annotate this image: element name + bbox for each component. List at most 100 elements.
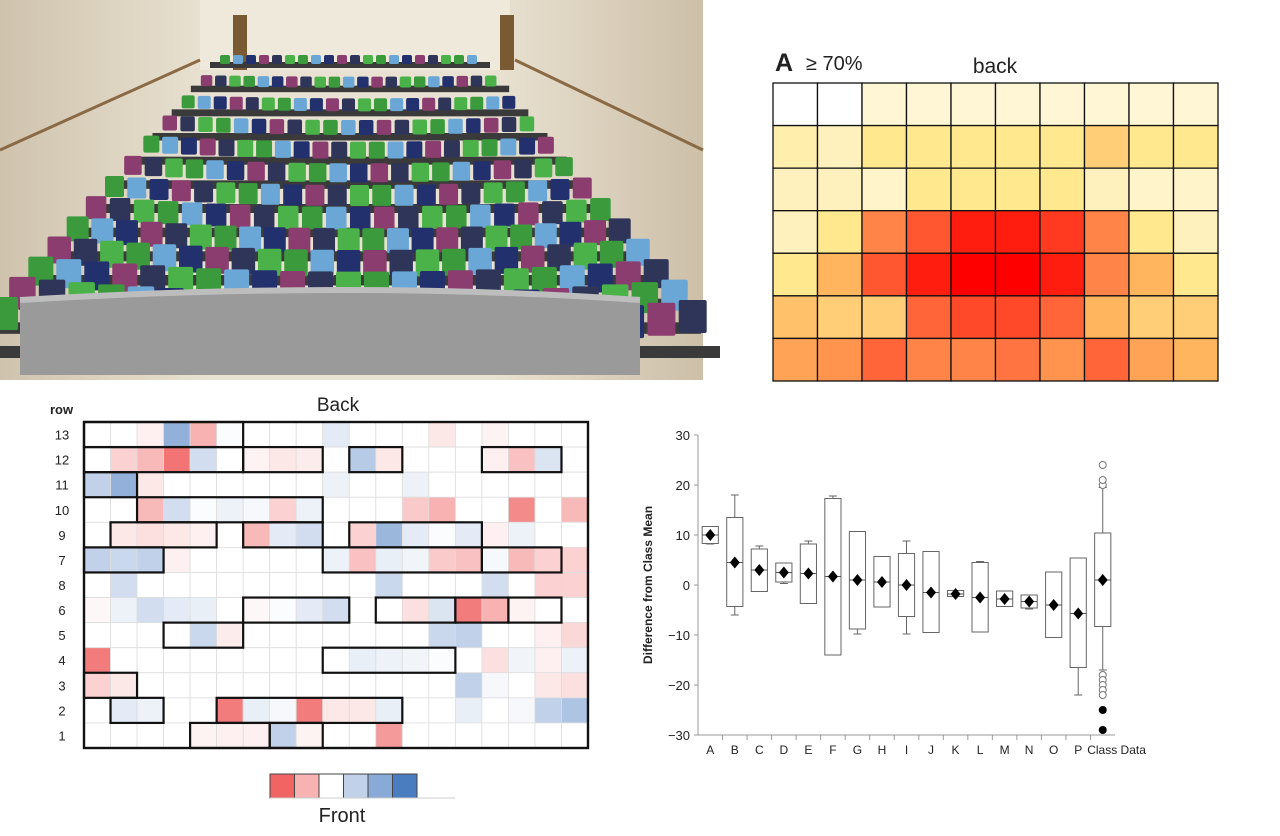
heatmap-cell [994,124,1041,169]
seat-cell [481,622,509,649]
seat-cell [401,722,430,749]
student-group-outline [480,546,563,574]
seat [454,97,468,111]
seat [237,139,254,157]
seat-cell [189,622,218,649]
seat [246,55,256,64]
seat [257,248,282,276]
seat-difference-heatmap: row Back Front 13 12 11 10 9 7 8 6 5 4 3 2 1 [50,395,590,827]
seat-cell [110,521,138,548]
y-tick-label: 10 [676,528,690,543]
heatmap-cell [1039,210,1086,254]
seat-cell [375,446,403,473]
seat-cell [561,521,589,548]
seat-cell [428,672,456,699]
heatmap-cell [772,295,819,340]
seat [436,227,459,253]
seat [494,203,515,227]
seat-cell [375,421,403,448]
seat-cell [428,471,456,498]
seat-cell [428,446,456,473]
legend-swatch [343,773,369,799]
seat-cell [295,521,324,548]
seat [566,199,587,223]
heatmap-cell [950,252,997,297]
seat [446,205,467,229]
student-group-outline [242,596,351,624]
seat-cell [454,421,483,448]
seat [470,96,484,110]
seat [374,98,388,112]
seat-cell [375,521,403,548]
heatmap-cell [1083,124,1130,169]
seat-cell [348,572,377,598]
seat-cell [454,672,483,699]
seat-cell [401,446,430,473]
seat [314,76,326,88]
y-tick-label: −30 [668,728,690,743]
seat [350,163,368,183]
mean-marker [754,564,765,576]
outlier-open [1098,476,1107,484]
seat [494,246,519,274]
seat-row-step [171,109,529,117]
seat [286,76,298,88]
threshold-label: ≥ 70% [806,53,863,75]
seat [308,163,327,183]
seat [305,119,320,135]
seat-cell [189,446,218,473]
seat [85,196,107,220]
seat-cell [110,496,138,523]
seat [519,137,536,155]
seat-cell [269,597,297,624]
seat [448,118,463,134]
handrail [0,58,201,152]
seat-cell [481,471,509,498]
seat-cell [428,496,456,523]
seat-cell [295,647,324,674]
seat [261,97,275,111]
seat [518,202,539,226]
seat-cell [508,647,536,674]
seat-cell [83,597,111,624]
seat [185,159,204,179]
seat [91,218,114,244]
seat [288,227,311,253]
seat [310,249,335,277]
seat-cell [322,521,350,548]
seat [406,141,423,159]
seat-row-step [190,85,510,93]
seat-cell [136,471,164,498]
heatmap-cell [1039,167,1086,212]
seat-cell [242,446,271,473]
seat [229,75,241,87]
heatmap-cell [1128,124,1175,169]
heatmap-cell [1039,124,1086,169]
seat [374,206,395,230]
mean-marker [705,529,716,541]
seat [285,55,295,64]
seat-row-step [133,156,567,165]
seat-cell [216,521,244,548]
front-desk [20,290,640,375]
heatmap-cell [772,124,819,169]
seat [133,199,155,223]
seat [439,183,459,205]
heatmap-cell [994,82,1041,127]
x-tick-label: B [731,743,739,757]
seat [194,181,214,203]
seat [229,96,243,110]
seat [428,76,440,88]
row-label: 2 [58,703,65,718]
y-tick-label: 20 [676,478,690,493]
outlier-filled [1098,706,1107,714]
seat [342,76,355,88]
heatmap-cell [772,167,819,212]
seat-cell [401,496,430,523]
seat [214,225,237,251]
seat-cell [216,672,244,699]
seat-cell [189,471,218,498]
seat-cell [269,647,297,674]
seat [215,75,227,87]
seat [357,76,369,88]
